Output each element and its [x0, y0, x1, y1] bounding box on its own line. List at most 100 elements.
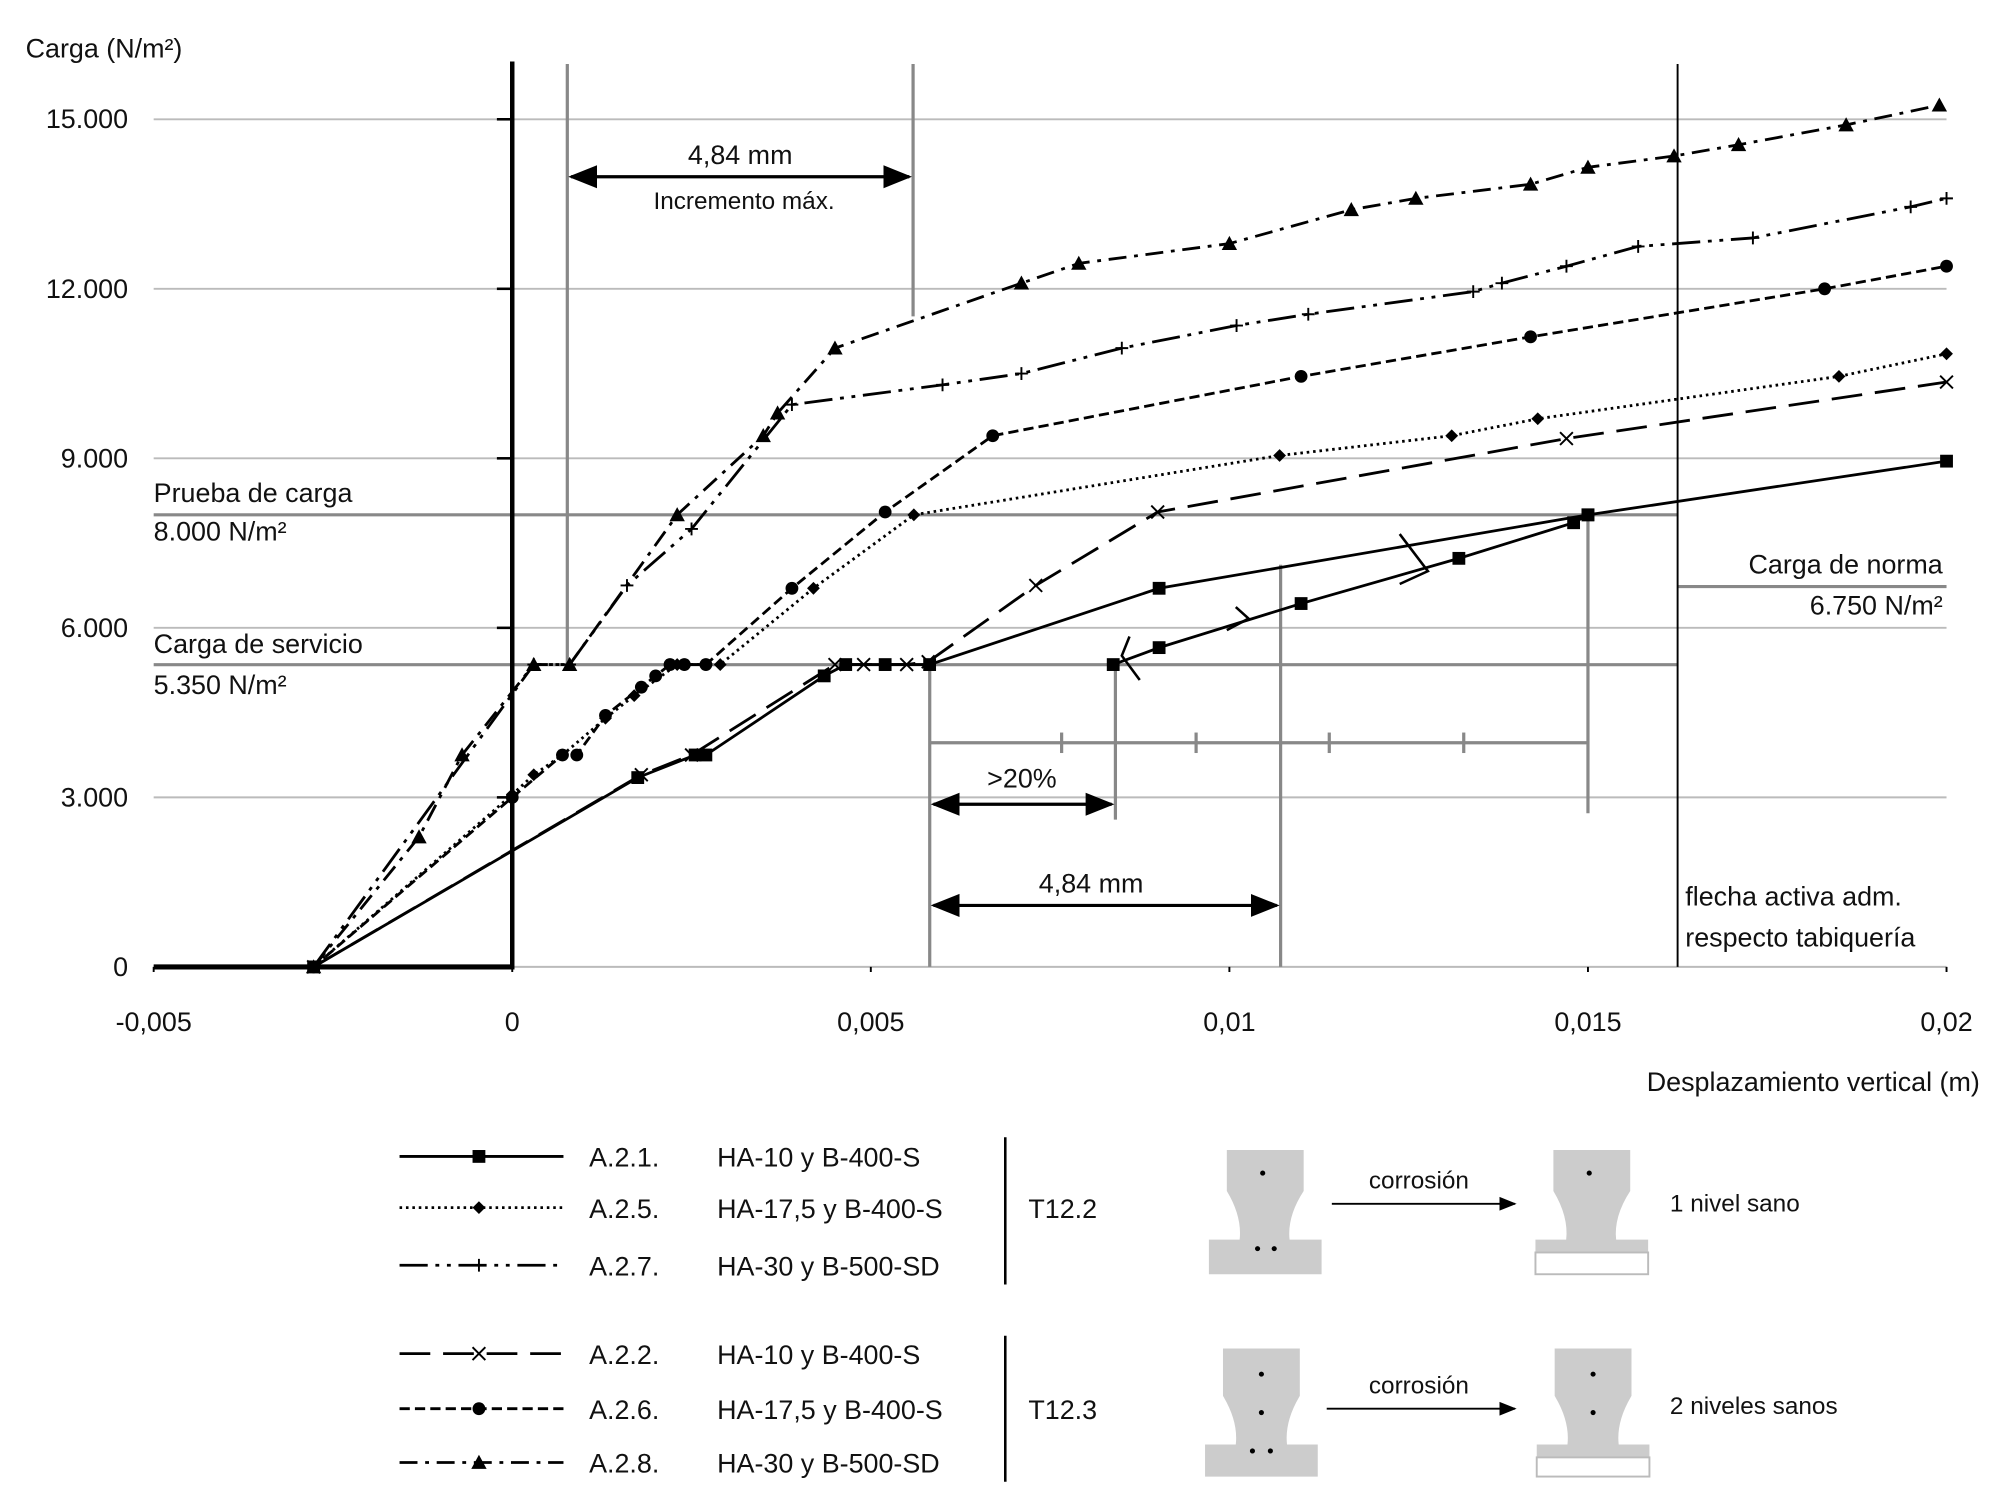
marker [684, 747, 699, 763]
y-tick-label: 12.000 [46, 274, 128, 304]
marker [1452, 551, 1466, 565]
marker [755, 428, 771, 443]
marker [1028, 578, 1043, 593]
y-axis-label: Carga (N/m²) [26, 34, 183, 64]
marker [807, 581, 820, 595]
marker [1221, 235, 1238, 251]
marker [1931, 97, 1948, 112]
marker [1531, 412, 1545, 426]
marker [471, 1346, 487, 1361]
marker [878, 505, 892, 519]
legend-material: HA-17,5 y B-400-S [717, 1194, 943, 1224]
marker [1343, 202, 1359, 217]
series [305, 97, 1948, 974]
x-axis-label: Desplazamiento vertical (m) [1647, 1067, 1980, 1097]
annotation: 6.750 N/m² [1810, 591, 1943, 621]
marker [649, 669, 663, 683]
marker [1466, 285, 1480, 299]
x-tick-label: 0,015 [1554, 1007, 1621, 1037]
marker [1013, 275, 1030, 290]
marker [769, 405, 786, 420]
marker [634, 767, 649, 782]
legend-group: T12.3 [1028, 1395, 1097, 1425]
legend-label: A.2.7. [589, 1252, 659, 1282]
legend-material: HA-10 y B-400-S [717, 1143, 920, 1173]
marker [907, 508, 921, 522]
series-line [312, 197, 1947, 968]
marker [986, 429, 1000, 443]
marker [556, 748, 569, 762]
marker [856, 657, 871, 672]
marker [472, 1258, 486, 1272]
marker [1015, 367, 1028, 380]
legend-group: T12.2 [1028, 1194, 1097, 1224]
legend-label: A.2.8. [589, 1449, 659, 1479]
series [307, 259, 1953, 974]
series-layer [305, 97, 1954, 974]
legend-material: HA-17,5 y B-400-S [717, 1395, 943, 1425]
marker [1071, 255, 1087, 270]
marker [471, 1454, 487, 1469]
marker [1940, 191, 1953, 205]
marker [827, 340, 843, 355]
marker [561, 656, 578, 671]
marker [936, 378, 949, 392]
marker [1940, 347, 1953, 361]
marker [663, 658, 677, 671]
marker [1560, 259, 1573, 273]
marker [627, 689, 641, 703]
marker [827, 657, 843, 672]
legend-material: HA-10 y B-400-S [717, 1340, 920, 1370]
marker [472, 1201, 486, 1215]
annotation: respecto tabiquería [1685, 922, 1915, 952]
legend-material: HA-30 y B-500-SD [717, 1252, 940, 1282]
marker [1666, 148, 1682, 163]
x-tick-label: 0,02 [1920, 1007, 1972, 1037]
legend-label: A.2.5. [589, 1194, 659, 1224]
legend-label: A.2.2. [589, 1340, 659, 1370]
legend-label: A.2.1. [589, 1143, 659, 1173]
marker [1904, 200, 1918, 214]
marker [1150, 504, 1165, 520]
marker [699, 658, 713, 671]
marker [1115, 341, 1129, 355]
marker [1838, 117, 1854, 132]
marker [472, 1150, 486, 1163]
x-tick-label: 0 [505, 1007, 520, 1037]
annotation: 5.350 N/m² [154, 670, 287, 700]
marker [454, 747, 470, 762]
corrosion-label: corrosión [1369, 1372, 1469, 1399]
marker [1522, 176, 1539, 191]
marker [1106, 658, 1120, 671]
marker [634, 680, 648, 694]
marker [1730, 137, 1747, 152]
legend-material: HA-30 y B-500-SD [717, 1449, 940, 1479]
marker [669, 507, 685, 522]
annotation: 8.000 N/m² [154, 516, 287, 546]
marker [1273, 449, 1286, 462]
marker [1294, 597, 1308, 610]
annotation: >20% [987, 764, 1056, 794]
marker [713, 658, 727, 671]
y-tick-label: 15.000 [46, 104, 128, 134]
x-tick-label: -0,005 [116, 1007, 192, 1037]
marker [699, 748, 713, 762]
y-tick-label: 0 [113, 952, 128, 982]
x-tick-label: 0,01 [1203, 1007, 1255, 1037]
marker [1567, 516, 1581, 530]
marker [685, 522, 698, 536]
state-label: 2 niveles sanos [1670, 1393, 1838, 1420]
marker [1559, 431, 1574, 446]
marker [1832, 369, 1846, 383]
marker [1940, 259, 1953, 273]
state-label: 1 nivel sano [1670, 1190, 1800, 1217]
marker [411, 829, 427, 844]
y-tick-label: 3.000 [61, 782, 128, 812]
marker [526, 656, 542, 671]
series-line [312, 103, 1940, 968]
marker [677, 658, 691, 671]
marker [1940, 454, 1953, 468]
marker [1445, 429, 1459, 443]
